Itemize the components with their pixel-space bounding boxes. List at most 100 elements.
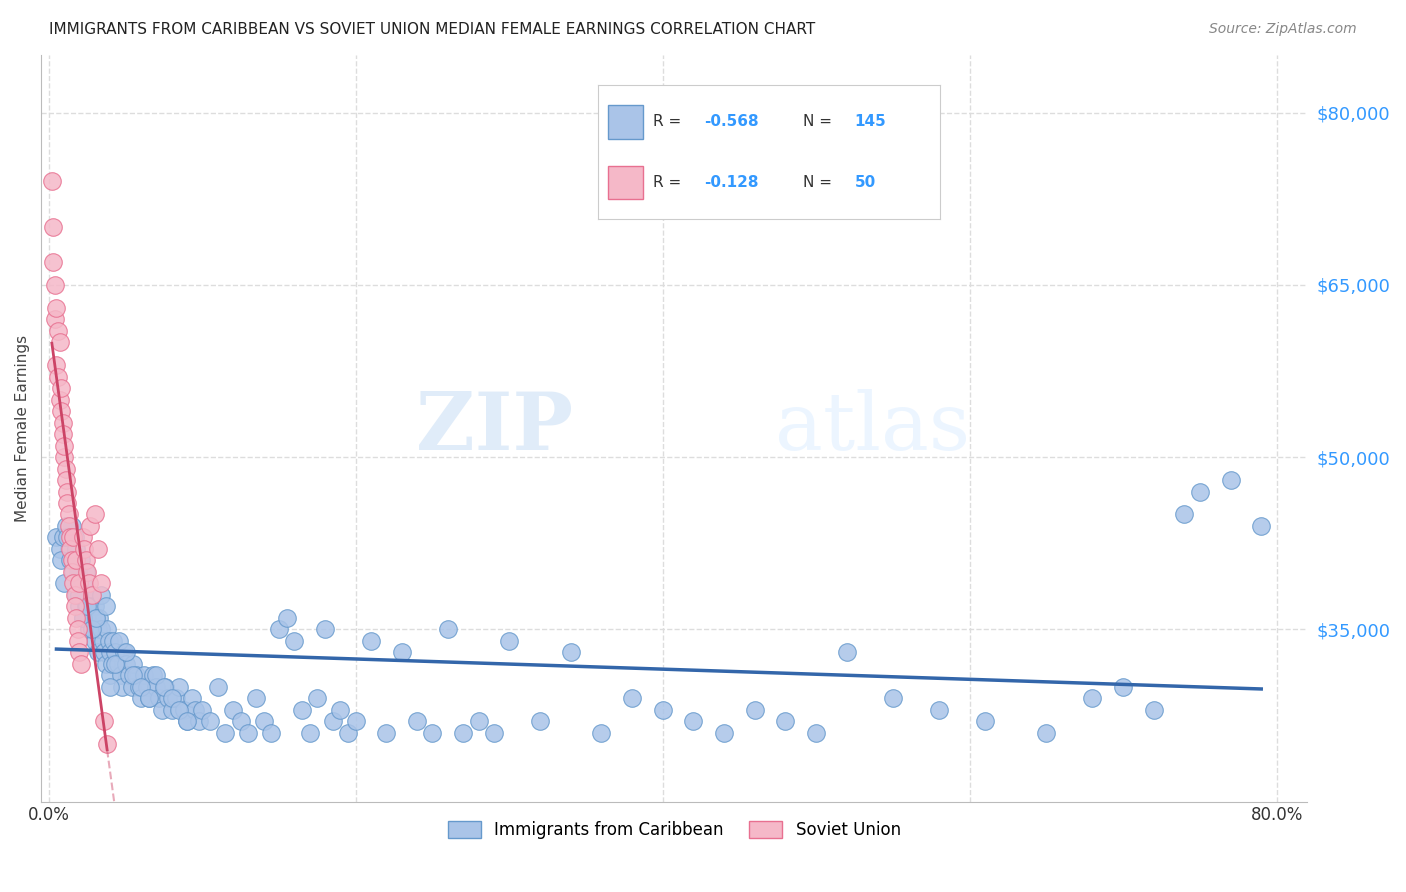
Point xyxy=(93,645,115,659)
Point xyxy=(76,599,98,614)
Point xyxy=(406,714,429,729)
Point xyxy=(79,588,101,602)
Point xyxy=(90,623,112,637)
Point xyxy=(314,623,336,637)
Point xyxy=(974,714,997,729)
Point xyxy=(46,324,69,338)
Point xyxy=(98,680,121,694)
Point xyxy=(138,691,160,706)
Point xyxy=(283,633,305,648)
Point xyxy=(253,714,276,729)
Point xyxy=(180,691,202,706)
Y-axis label: Median Female Earnings: Median Female Earnings xyxy=(15,334,30,522)
Point xyxy=(222,703,245,717)
Point xyxy=(104,645,127,659)
Point xyxy=(129,680,152,694)
Point xyxy=(344,714,367,729)
Point xyxy=(132,668,155,682)
Point xyxy=(62,531,84,545)
Point xyxy=(375,725,398,739)
Point xyxy=(56,496,79,510)
Point xyxy=(322,714,344,729)
Point xyxy=(63,588,86,602)
Point xyxy=(76,611,98,625)
Point xyxy=(107,657,129,671)
Text: Source: ZipAtlas.com: Source: ZipAtlas.com xyxy=(1209,22,1357,37)
Point xyxy=(48,335,70,350)
Point xyxy=(80,623,103,637)
Point xyxy=(72,576,94,591)
Point xyxy=(591,725,613,739)
Point xyxy=(165,691,187,706)
Text: ZIP: ZIP xyxy=(416,389,572,467)
Point xyxy=(86,611,108,625)
Point xyxy=(86,611,108,625)
Point xyxy=(391,645,413,659)
Point xyxy=(153,680,176,694)
Point xyxy=(1081,691,1104,706)
Point xyxy=(53,450,76,464)
Point xyxy=(482,725,505,739)
Point xyxy=(360,633,382,648)
Point xyxy=(307,691,329,706)
Point xyxy=(744,703,766,717)
Point xyxy=(108,633,131,648)
Point xyxy=(60,565,83,579)
Point xyxy=(77,623,100,637)
Point xyxy=(122,657,145,671)
Point xyxy=(59,531,82,545)
Point xyxy=(112,645,135,659)
Text: atlas: atlas xyxy=(776,389,970,467)
Point xyxy=(191,703,214,717)
Point xyxy=(53,576,76,591)
Point xyxy=(291,703,314,717)
Point xyxy=(160,691,183,706)
Point xyxy=(98,668,121,682)
Point xyxy=(55,461,77,475)
Point xyxy=(150,703,173,717)
Point xyxy=(76,565,98,579)
Point xyxy=(117,668,139,682)
Point xyxy=(148,691,170,706)
Point xyxy=(66,633,89,648)
Point xyxy=(467,714,489,729)
Point xyxy=(82,623,104,637)
Point xyxy=(97,633,120,648)
Point xyxy=(122,668,145,682)
Point xyxy=(66,623,89,637)
Point xyxy=(72,531,94,545)
Point xyxy=(1188,484,1211,499)
Point xyxy=(73,541,96,556)
Point xyxy=(804,725,827,739)
Point xyxy=(167,703,190,717)
Point xyxy=(136,680,159,694)
Point xyxy=(83,599,105,614)
Point xyxy=(49,381,72,395)
Point xyxy=(49,553,72,567)
Point xyxy=(145,668,167,682)
Point xyxy=(41,174,63,188)
Point xyxy=(83,508,105,522)
Point xyxy=(329,703,352,717)
Point xyxy=(80,588,103,602)
Point xyxy=(160,703,183,717)
Point xyxy=(75,553,97,567)
Point xyxy=(1173,508,1195,522)
Point xyxy=(42,220,65,235)
Point xyxy=(229,714,252,729)
Point xyxy=(1112,680,1135,694)
Point xyxy=(79,599,101,614)
Point xyxy=(65,541,87,556)
Point xyxy=(60,553,83,567)
Point xyxy=(45,531,67,545)
Point xyxy=(62,576,84,591)
Point xyxy=(1219,473,1241,487)
Point xyxy=(70,553,93,567)
Point xyxy=(70,657,93,671)
Point xyxy=(87,623,110,637)
Point xyxy=(238,725,260,739)
Point xyxy=(63,531,86,545)
Point xyxy=(422,725,444,739)
Point xyxy=(214,725,236,739)
Point xyxy=(59,553,82,567)
